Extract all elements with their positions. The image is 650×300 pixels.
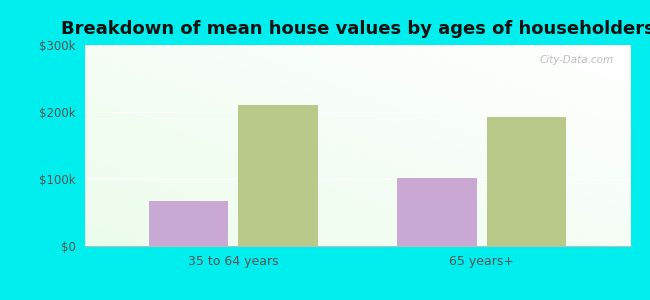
- Title: Breakdown of mean house values by ages of householders: Breakdown of mean house values by ages o…: [60, 20, 650, 38]
- Bar: [239, 105, 318, 246]
- Bar: [397, 178, 476, 246]
- Bar: [487, 117, 566, 246]
- Legend: Rosedale, Mississippi: Rosedale, Mississippi: [252, 296, 463, 300]
- Text: City-Data.com: City-Data.com: [540, 55, 614, 65]
- Bar: [149, 201, 228, 246]
